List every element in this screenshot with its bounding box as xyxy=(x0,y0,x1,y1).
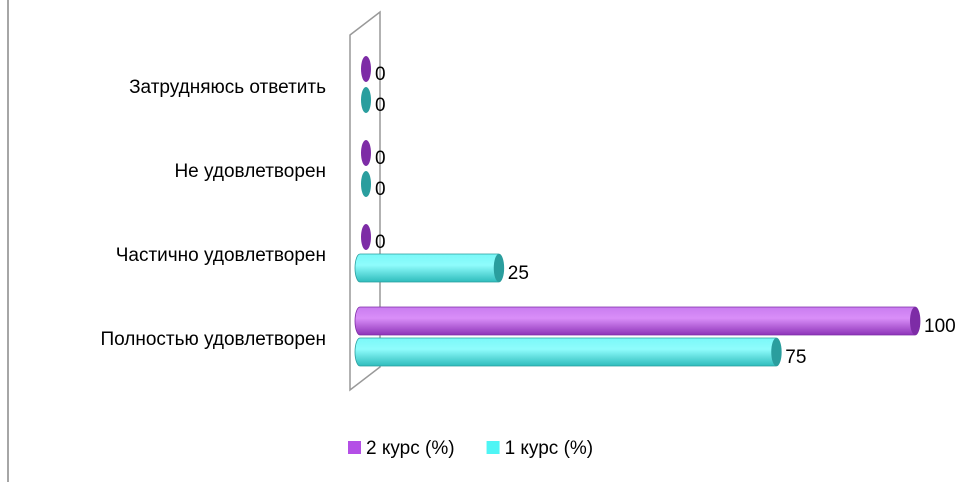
category-label: Частично удовлетворен xyxy=(116,245,326,266)
legend-swatch xyxy=(348,441,361,454)
data-label: 0 xyxy=(375,95,386,116)
category-label: Не удовлетворен xyxy=(174,161,326,182)
bar-cap xyxy=(493,254,504,282)
bar xyxy=(354,253,505,283)
bar xyxy=(354,337,782,367)
bar xyxy=(361,56,371,82)
bar xyxy=(361,87,371,113)
bar xyxy=(361,224,371,250)
bar xyxy=(354,306,921,336)
data-label: 0 xyxy=(375,148,386,169)
legend-label: 2 курс (%) xyxy=(366,438,455,459)
data-label: 0 xyxy=(375,64,386,85)
bar-cap xyxy=(771,338,782,366)
data-label: 25 xyxy=(508,263,529,284)
bar-cap xyxy=(910,307,920,335)
data-label: 0 xyxy=(375,232,386,253)
category-label: Затрудняюсь ответить xyxy=(129,77,326,98)
legend-swatch xyxy=(486,441,500,454)
legend-label: 1 курс (%) xyxy=(505,438,594,459)
wall xyxy=(349,10,381,392)
bar xyxy=(361,171,371,197)
bar xyxy=(361,140,371,166)
data-label: 0 xyxy=(375,179,386,200)
data-label: 100 xyxy=(924,316,956,337)
data-label: 75 xyxy=(785,347,806,368)
category-label: Полностью удовлетворен xyxy=(100,329,326,350)
